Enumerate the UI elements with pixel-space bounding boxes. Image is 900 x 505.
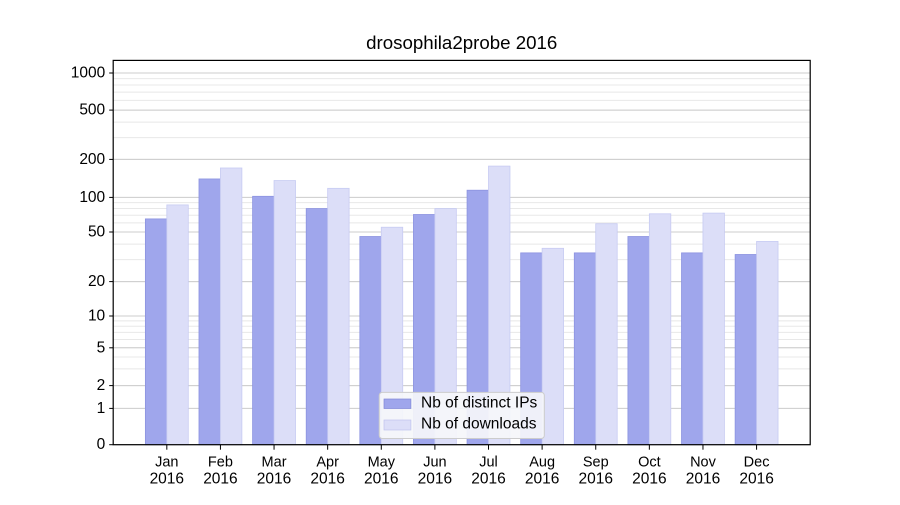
svg-text:2016: 2016 bbox=[364, 471, 398, 488]
svg-text:Apr: Apr bbox=[316, 455, 339, 471]
svg-text:2016: 2016 bbox=[203, 471, 237, 488]
svg-text:2016: 2016 bbox=[525, 471, 559, 488]
svg-text:50: 50 bbox=[88, 224, 106, 241]
svg-text:200: 200 bbox=[79, 151, 105, 168]
svg-text:100: 100 bbox=[79, 189, 105, 206]
svg-text:1: 1 bbox=[97, 400, 106, 417]
svg-text:20: 20 bbox=[88, 273, 106, 290]
svg-text:2016: 2016 bbox=[739, 471, 773, 488]
svg-text:5: 5 bbox=[97, 339, 106, 356]
svg-text:2016: 2016 bbox=[310, 471, 344, 488]
svg-text:Nb of distinct IPs: Nb of distinct IPs bbox=[421, 394, 538, 411]
svg-text:2016: 2016 bbox=[150, 471, 184, 488]
svg-text:Feb: Feb bbox=[208, 455, 233, 471]
svg-text:Dec: Dec bbox=[744, 455, 770, 471]
svg-text:Oct: Oct bbox=[638, 455, 661, 471]
svg-text:1000: 1000 bbox=[71, 65, 106, 82]
svg-text:500: 500 bbox=[79, 102, 105, 119]
svg-text:2016: 2016 bbox=[257, 471, 291, 488]
svg-text:0: 0 bbox=[97, 436, 106, 453]
svg-text:Jul: Jul bbox=[479, 455, 498, 471]
svg-text:Sep: Sep bbox=[583, 455, 609, 471]
svg-text:2016: 2016 bbox=[418, 471, 452, 488]
svg-text:2016: 2016 bbox=[632, 471, 666, 488]
svg-text:Jun: Jun bbox=[423, 455, 446, 471]
svg-text:2016: 2016 bbox=[578, 471, 612, 488]
svg-text:10: 10 bbox=[88, 308, 106, 325]
svg-text:Nb of downloads: Nb of downloads bbox=[421, 415, 537, 432]
svg-text:Aug: Aug bbox=[529, 455, 555, 471]
svg-text:2016: 2016 bbox=[686, 471, 720, 488]
svg-text:May: May bbox=[368, 455, 396, 471]
svg-text:2: 2 bbox=[97, 377, 106, 394]
svg-text:Mar: Mar bbox=[262, 455, 287, 471]
svg-text:Nov: Nov bbox=[690, 455, 717, 471]
svg-text:drosophila2probe 2016: drosophila2probe 2016 bbox=[366, 32, 557, 53]
svg-text:2016: 2016 bbox=[471, 471, 505, 488]
svg-text:Jan: Jan bbox=[155, 455, 178, 471]
